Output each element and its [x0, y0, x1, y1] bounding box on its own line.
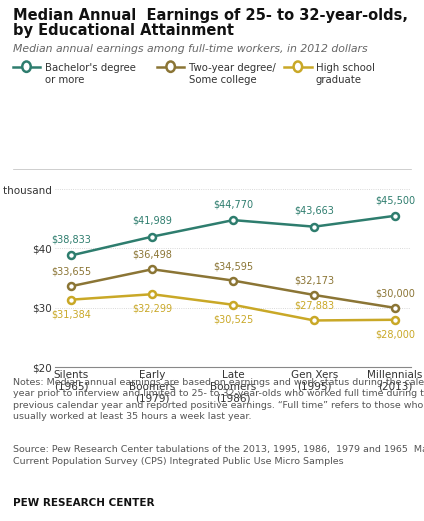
Text: Source: Pew Research Center tabulations of the 2013, 1995, 1986,  1979 and 1965 : Source: Pew Research Center tabulations …: [13, 445, 424, 466]
Text: Notes: Median annual earnings are based on earnings and work status during the c: Notes: Median annual earnings are based …: [13, 378, 424, 421]
Text: PEW RESEARCH CENTER: PEW RESEARCH CENTER: [13, 498, 154, 508]
Text: Two-year degree/
Some college: Two-year degree/ Some college: [189, 63, 276, 84]
Text: Median annual earnings among full-time workers, in 2012 dollars: Median annual earnings among full-time w…: [13, 44, 367, 54]
Text: by Educational Attainment: by Educational Attainment: [13, 23, 234, 39]
Text: $28,000: $28,000: [375, 329, 415, 339]
Text: $30,000: $30,000: [375, 288, 415, 299]
Text: $27,883: $27,883: [294, 301, 334, 311]
Text: Bachelor's degree
or more: Bachelor's degree or more: [45, 63, 135, 84]
Text: $34,595: $34,595: [213, 261, 253, 271]
Text: $33,655: $33,655: [51, 267, 91, 277]
Text: $30,525: $30,525: [213, 314, 253, 324]
Text: $45,500: $45,500: [375, 195, 415, 205]
Text: $41,989: $41,989: [132, 216, 172, 226]
Text: Median Annual  Earnings of 25- to 32-year-olds,: Median Annual Earnings of 25- to 32-year…: [13, 8, 408, 23]
Text: $44,770: $44,770: [213, 200, 253, 209]
Text: $38,833: $38,833: [51, 234, 91, 245]
Text: $36,498: $36,498: [132, 250, 172, 260]
Text: $31,384: $31,384: [51, 309, 91, 319]
Text: $32,173: $32,173: [294, 276, 334, 286]
Text: $32,299: $32,299: [132, 304, 172, 314]
Text: $43,663: $43,663: [294, 206, 334, 216]
Text: High school
graduate: High school graduate: [316, 63, 375, 84]
